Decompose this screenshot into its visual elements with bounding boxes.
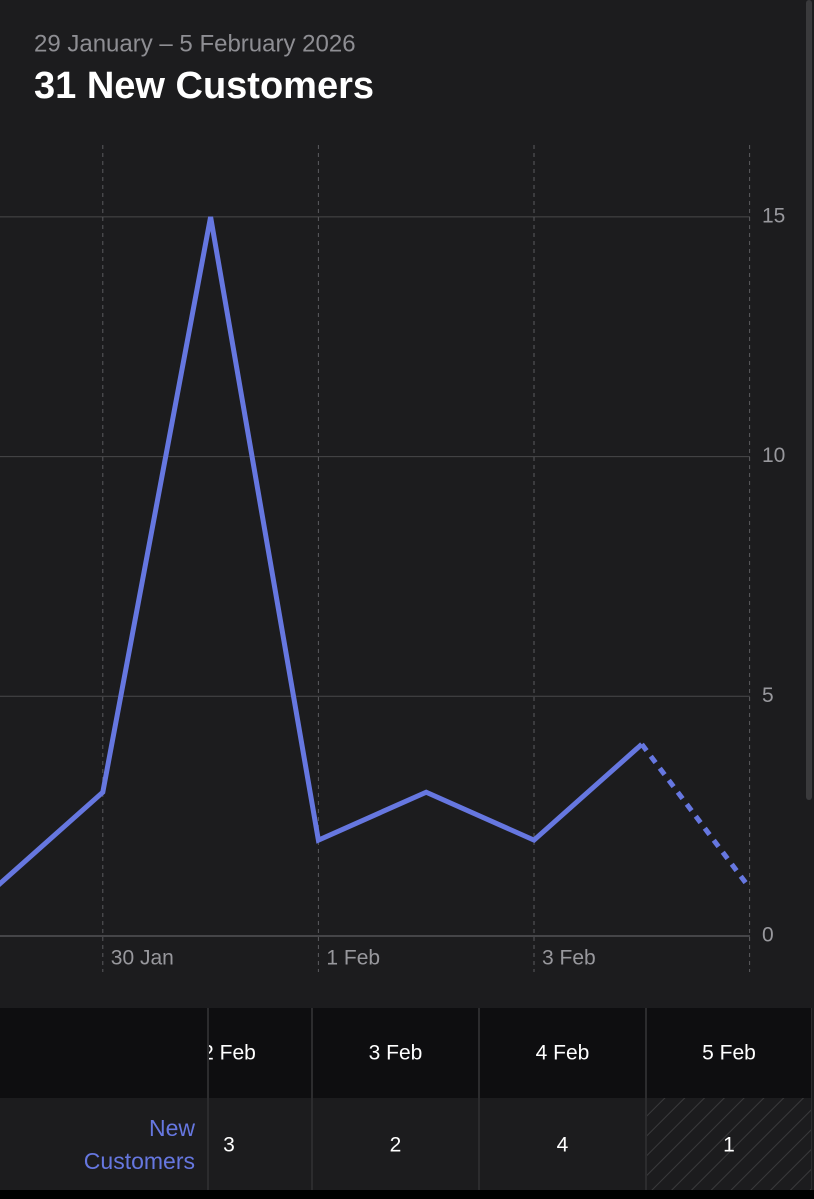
y-tick-label: 0 — [762, 924, 774, 947]
y-tick-label: 5 — [762, 684, 774, 707]
bottom-edge — [0, 1190, 814, 1199]
label-column-head — [0, 1008, 208, 1098]
cell-value: 2 — [390, 1134, 402, 1157]
line — [0, 216, 644, 887]
y-tick-label: 10 — [762, 444, 785, 467]
cell-value: 1 — [723, 1134, 735, 1157]
column-header: 4 Feb — [536, 1042, 590, 1065]
row-label: New Customers — [84, 1115, 196, 1174]
column-header: 2 Feb — [202, 1042, 256, 1065]
x-tick-label: 3 Feb — [542, 947, 596, 970]
y-tick-label: 15 — [762, 204, 785, 227]
date-range: 29 January – 5 February 2026 — [34, 30, 356, 57]
column-header: 3 Feb — [369, 1042, 423, 1065]
cell-value: 3 — [223, 1134, 235, 1157]
incomplete-cell — [646, 1098, 812, 1190]
scrollbar[interactable] — [806, 0, 812, 800]
cell-value: 4 — [557, 1134, 569, 1157]
x-tick-label: 30 Jan — [111, 947, 174, 970]
data-table: 2 Feb 3 3 Feb 2 4 Feb 4 5 Feb 1 New Customers — [0, 1008, 812, 1190]
chart: 0 5 10 15 30 Jan 1 Feb 3 Feb — [0, 145, 785, 972]
title: 31 New Customers — [34, 65, 374, 107]
x-tick-label: 1 Feb — [326, 947, 380, 970]
column-header: 5 Feb — [702, 1042, 756, 1065]
label-column-cell — [0, 1098, 208, 1190]
